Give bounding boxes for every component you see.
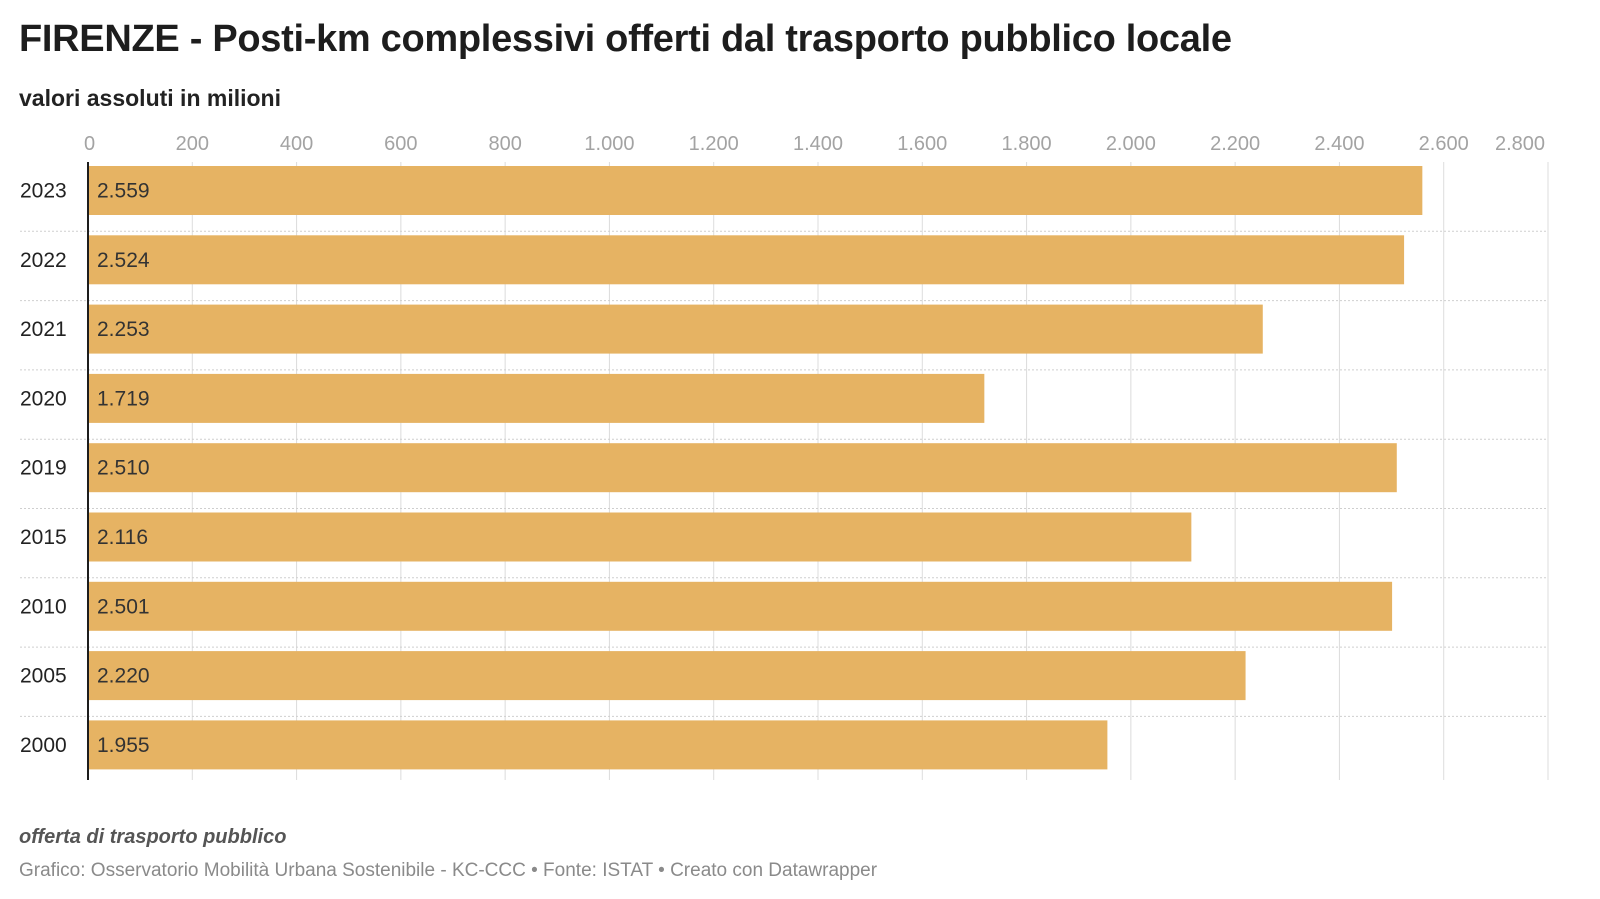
bar-2021 — [88, 304, 1263, 354]
bar-2000 — [88, 720, 1108, 770]
category-label-2005: 2005 — [20, 665, 67, 688]
category-label-2000: 2000 — [20, 734, 67, 757]
chart-title: FIRENZE - Posti-km complessivi offerti d… — [19, 18, 1232, 60]
tick-label-1000: 1.000 — [584, 133, 634, 155]
tick-label-400: 400 — [280, 133, 313, 155]
value-label-2010: 2.501 — [97, 595, 150, 618]
chart-note: offerta di trasporto pubblico — [19, 826, 287, 848]
value-label-2020: 1.719 — [97, 387, 150, 410]
tick-label-1800: 1.800 — [1002, 133, 1052, 155]
value-label-2021: 2.253 — [97, 318, 150, 341]
bar-2020 — [88, 373, 985, 423]
tick-label-0: 0 — [84, 133, 95, 155]
bar-2015 — [88, 512, 1192, 562]
tick-label-1200: 1.200 — [689, 133, 739, 155]
category-label-2015: 2015 — [20, 526, 67, 549]
bar-2005 — [88, 651, 1246, 701]
value-labels: 2.559 2.524 2.253 1.719 2.510 2.116 2.501 2.220… — [97, 180, 150, 757]
value-label-2015: 2.116 — [97, 526, 148, 549]
bar-2010 — [88, 581, 1393, 631]
tick-label-200: 200 — [176, 133, 209, 155]
category-label-2021: 2021 — [20, 318, 67, 341]
category-label-2023: 2023 — [20, 180, 67, 203]
value-label-2005: 2.220 — [97, 665, 150, 688]
chart-credits: Grafico: Osservatorio Mobilità Urbana So… — [19, 860, 878, 881]
tick-label-1600: 1.600 — [897, 133, 947, 155]
value-label-2023: 2.559 — [97, 180, 150, 203]
category-label-2020: 2020 — [20, 387, 67, 410]
tick-label-1400: 1.400 — [793, 133, 843, 155]
x-axis-ticks: 0 200 400 600 800 1.000 1.200 1.400 1.600 1.800 2.… — [84, 133, 1545, 155]
chart-subtitle: valori assoluti in milioni — [19, 85, 281, 111]
tick-label-600: 600 — [384, 133, 417, 155]
value-label-2022: 2.524 — [97, 249, 150, 272]
tick-label-2000: 2.000 — [1106, 133, 1156, 155]
y-axis-categories: 2023 2022 2021 2020 2019 2015 2010 2005 2000 — [20, 180, 67, 757]
tick-label-2400: 2.400 — [1314, 133, 1364, 155]
category-label-2010: 2010 — [20, 595, 67, 618]
bar-chart: 0 200 400 600 800 1.000 1.200 1.400 1.600 1.800 2.… — [20, 133, 1549, 780]
tick-label-800: 800 — [488, 133, 521, 155]
tick-label-2800: 2.800 — [1495, 133, 1545, 155]
category-label-2019: 2019 — [20, 457, 67, 480]
bar-2023 — [88, 166, 1423, 215]
tick-label-2600: 2.600 — [1419, 133, 1469, 155]
bar-2022 — [88, 235, 1405, 285]
category-label-2022: 2022 — [20, 249, 67, 272]
value-label-2000: 1.955 — [97, 734, 150, 757]
bar-2019 — [88, 443, 1397, 493]
bars — [88, 166, 1423, 770]
tick-label-2200: 2.200 — [1210, 133, 1260, 155]
value-label-2019: 2.510 — [97, 457, 150, 480]
